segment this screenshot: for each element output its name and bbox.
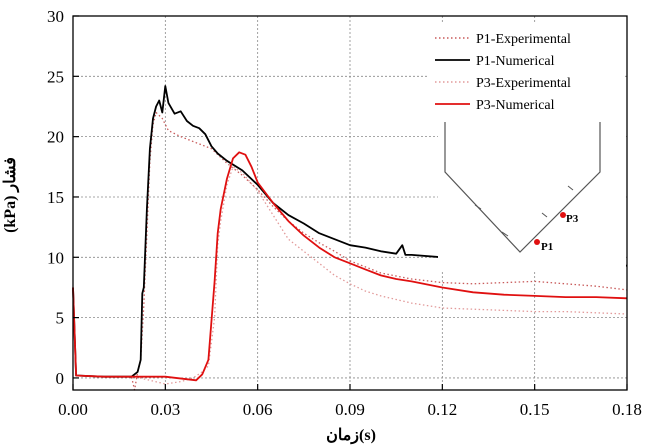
y-tick-label: 30 <box>47 7 64 26</box>
inset-background <box>438 120 626 270</box>
x-tick-label: 0.00 <box>58 400 88 419</box>
x-axis-title: زمان(s) <box>326 427 376 445</box>
x-tick-label: 0.03 <box>150 400 180 419</box>
ticks-group: 0.00 0.03 0.06 0.09 0.12 0.15 0.18 0 5 10 15 20 25 30 <box>47 7 642 419</box>
x-tick-label: 0.06 <box>243 400 273 419</box>
y-tick-label: 15 <box>47 188 64 207</box>
x-tick-label: 0.12 <box>427 400 457 419</box>
inset-sensor-mark <box>474 204 482 210</box>
series-line-p1-experimental <box>72 111 628 391</box>
legend-label: P3-Numerical <box>476 98 555 113</box>
series-group <box>72 85 628 391</box>
x-tick-label: 0.18 <box>612 400 642 419</box>
series-line-p3-numerical <box>72 151 628 382</box>
legend: P1-Experimental P1-Numerical P3-Experiment… <box>428 22 624 118</box>
series-line-p3-experimental <box>72 166 628 385</box>
legend-label: P3-Experimental <box>476 76 571 91</box>
inset-p3-label: P3 <box>566 213 579 225</box>
legend-label: P1-Numerical <box>476 54 555 69</box>
inset-sensor-mark <box>541 212 548 218</box>
inset-tank-outline <box>444 122 601 253</box>
inset-sensor-mark <box>567 185 574 191</box>
y-tick-label: 20 <box>47 128 64 147</box>
x-tick-label: 0.15 <box>520 400 550 419</box>
inset-sensor-mark <box>501 231 509 237</box>
legend-background <box>428 22 624 118</box>
series-line-p1-numerical <box>72 85 628 378</box>
x-tick-label: 0.09 <box>335 400 365 419</box>
y-axis-title: (kPa) فشار <box>2 157 20 233</box>
y-tick-label: 5 <box>56 309 65 328</box>
legend-label: P1-Experimental <box>476 32 571 47</box>
inset-p1-label: P1 <box>541 241 553 253</box>
inset-p3-marker <box>560 212 566 218</box>
inset-p1-marker <box>534 239 540 245</box>
y-tick-label: 25 <box>47 67 64 86</box>
y-tick-label: 0 <box>56 369 65 388</box>
y-tick-label: 10 <box>47 248 64 267</box>
inset-diagram: P1 P3 <box>438 120 626 270</box>
